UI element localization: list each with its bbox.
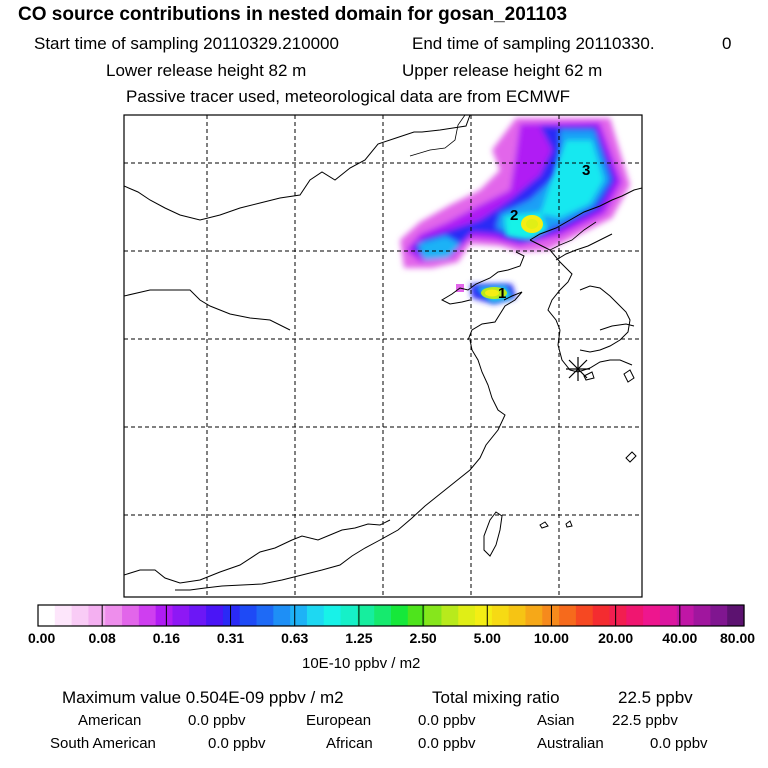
colorbar-cell xyxy=(391,605,409,626)
coastlines xyxy=(124,115,642,591)
map-frame xyxy=(123,114,643,598)
region-american-value: 0.0 ppbv xyxy=(188,712,246,729)
colorbar-cell xyxy=(206,605,224,626)
end-time-suffix: 0 xyxy=(722,34,732,53)
tracer-note: Passive tracer used, meteorological data… xyxy=(126,87,571,106)
start-time-label: Start time of sampling 20110329.210000 xyxy=(34,34,339,53)
marker-1: 1 xyxy=(498,285,506,302)
colorbar-tick-label: 0.31 xyxy=(216,630,245,646)
colorbar-cell xyxy=(54,605,73,626)
colorbar-cell xyxy=(643,605,661,626)
colorbar-tick-label: 20.00 xyxy=(598,630,634,646)
region-european-value: 0.0 ppbv xyxy=(418,712,476,729)
figure-title: CO source contributions in nested domain… xyxy=(18,4,568,25)
colorbar-tick-label: 0.00 xyxy=(28,630,56,646)
colorbar-tick-label: 1.25 xyxy=(345,630,373,646)
colorbar-cell xyxy=(508,605,527,626)
colorbar-cell xyxy=(306,605,325,626)
colorbar-cell xyxy=(222,605,241,626)
region-australian: Australian xyxy=(537,735,604,752)
colorbar-cell xyxy=(659,605,678,626)
asterisk-icon xyxy=(566,357,590,381)
colorbar-cell xyxy=(256,605,274,626)
lat-lon-grid xyxy=(124,115,642,597)
colorbar-cell xyxy=(138,605,157,626)
colorbar-tick-label: 80.00 xyxy=(720,630,756,646)
colorbar-cell xyxy=(458,605,476,626)
colorbar-tick-label: 40.00 xyxy=(662,630,698,646)
region-south-american-value: 0.0 ppbv xyxy=(208,735,266,752)
colorbar-cell xyxy=(407,605,426,626)
region-european: European xyxy=(306,712,372,729)
colorbar-frame xyxy=(37,604,745,627)
colorbar-cell xyxy=(71,605,90,626)
lower-release-height: Lower release height 82 m xyxy=(106,61,307,80)
colorbar-cell xyxy=(693,605,711,626)
colorbar-cell xyxy=(122,605,140,626)
region-african-value: 0.0 ppbv xyxy=(418,735,476,752)
colorbar-cell xyxy=(357,605,375,626)
total-mixing-value: 22.5 ppbv xyxy=(618,688,693,707)
colorbar-cell xyxy=(441,605,459,626)
upper-release-height: Upper release height 62 m xyxy=(402,61,603,80)
colorbar-tick-label: 5.00 xyxy=(473,630,501,646)
colorbar-cell xyxy=(559,605,577,626)
colorbar-cell xyxy=(676,605,695,626)
colorbar-cell xyxy=(340,605,358,626)
concentration-plume xyxy=(400,118,630,304)
colorbar-cell xyxy=(710,605,728,626)
colorbar-cell xyxy=(323,605,342,626)
colorbar-tick-label: 2.50 xyxy=(409,630,437,646)
colorbar-cell xyxy=(273,605,291,626)
colorbar-cell xyxy=(239,605,258,626)
colorbar-cell xyxy=(475,605,493,626)
colorbar-cell xyxy=(575,605,594,626)
marker-2: 2 xyxy=(510,207,518,224)
colorbar-cell xyxy=(172,605,190,626)
colorbar-cell xyxy=(155,605,174,626)
region-asian-value: 22.5 ppbv xyxy=(612,712,678,729)
colorbar-cell xyxy=(626,605,644,626)
colorbar-cell xyxy=(88,605,106,626)
colorbar-tick-label: 0.16 xyxy=(152,630,180,646)
colorbar-cell xyxy=(592,605,611,626)
marker-3: 3 xyxy=(582,162,590,179)
colorbar-cell xyxy=(525,605,543,626)
region-asian: Asian xyxy=(537,712,575,729)
colorbar-tick-label: 10.00 xyxy=(533,630,569,646)
colorbar-cell xyxy=(38,605,56,626)
total-mixing-label: Total mixing ratio xyxy=(432,688,560,707)
colorbar-unit: 10E-10 ppbv / m2 xyxy=(302,655,421,672)
colorbar-cell xyxy=(290,605,308,626)
region-american: American xyxy=(78,712,142,729)
colorbar-cell xyxy=(609,605,627,626)
colorbar-cell xyxy=(189,605,207,626)
region-australian-value: 0.0 ppbv xyxy=(650,735,708,752)
colorbar-cell xyxy=(105,605,123,626)
colorbar-cell xyxy=(491,605,510,626)
region-south-american: South American xyxy=(50,735,156,752)
colorbar-tick-label: 0.08 xyxy=(88,630,116,646)
colorbar-cell xyxy=(424,605,443,626)
colorbar-tick-label: 0.63 xyxy=(281,630,309,646)
colorbar-cell xyxy=(727,605,745,626)
borders xyxy=(409,115,597,251)
region-african: African xyxy=(326,735,373,752)
colorbar-cell xyxy=(374,605,392,626)
maximum-value: Maximum value 0.504E-09 ppbv / m2 xyxy=(62,688,344,707)
end-time-label: End time of sampling 20110330. xyxy=(412,34,655,53)
